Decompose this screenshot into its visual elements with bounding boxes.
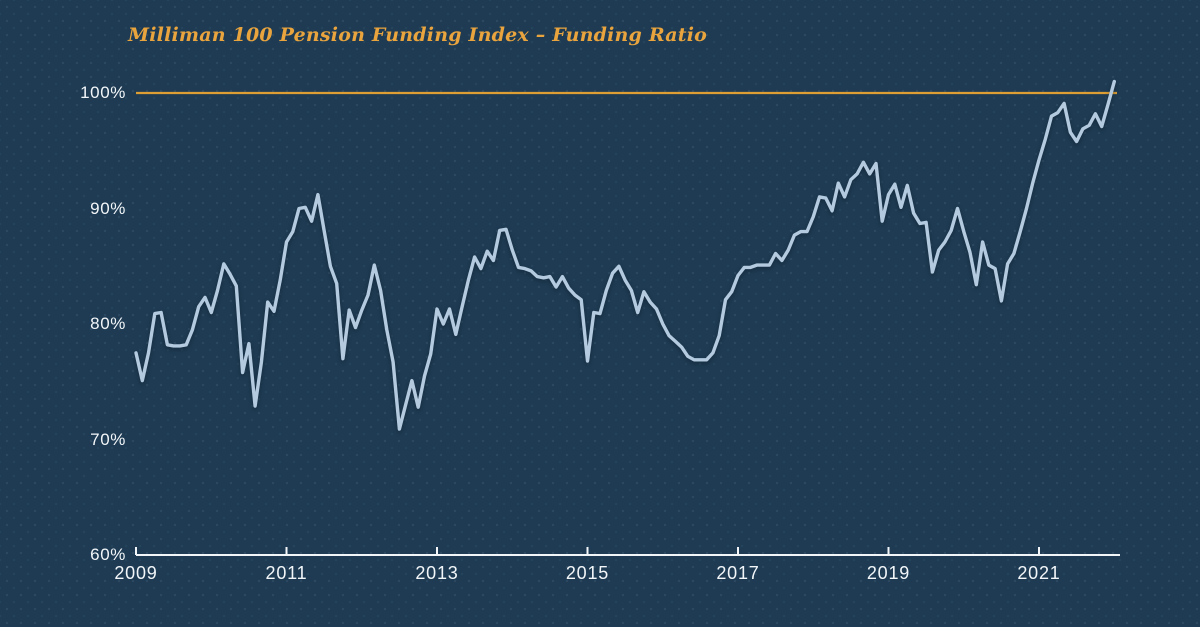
x-axis-label-2013: 2013 (415, 563, 459, 583)
x-axis-label-2009: 2009 (114, 563, 158, 583)
y-axis-label-70: 70% (90, 429, 126, 449)
x-axis-label-2011: 2011 (265, 563, 308, 583)
x-axis-label-2019: 2019 (866, 563, 911, 583)
x-axis-label-2017: 2017 (716, 563, 760, 583)
y-axis-label-90: 90% (90, 198, 126, 218)
x-axis-label-2021: 2021 (1017, 563, 1061, 583)
y-axis-label-80: 80% (90, 314, 126, 333)
y-axis-label-60: 60% (90, 545, 126, 564)
x-axis-label-2015: 2015 (565, 563, 610, 583)
funding-ratio-series-line (134, 79, 1116, 431)
y-axis-label-100: 100% (80, 83, 126, 102)
chart-title: Milliman 100 Pension Funding Index – Fun… (128, 24, 708, 46)
